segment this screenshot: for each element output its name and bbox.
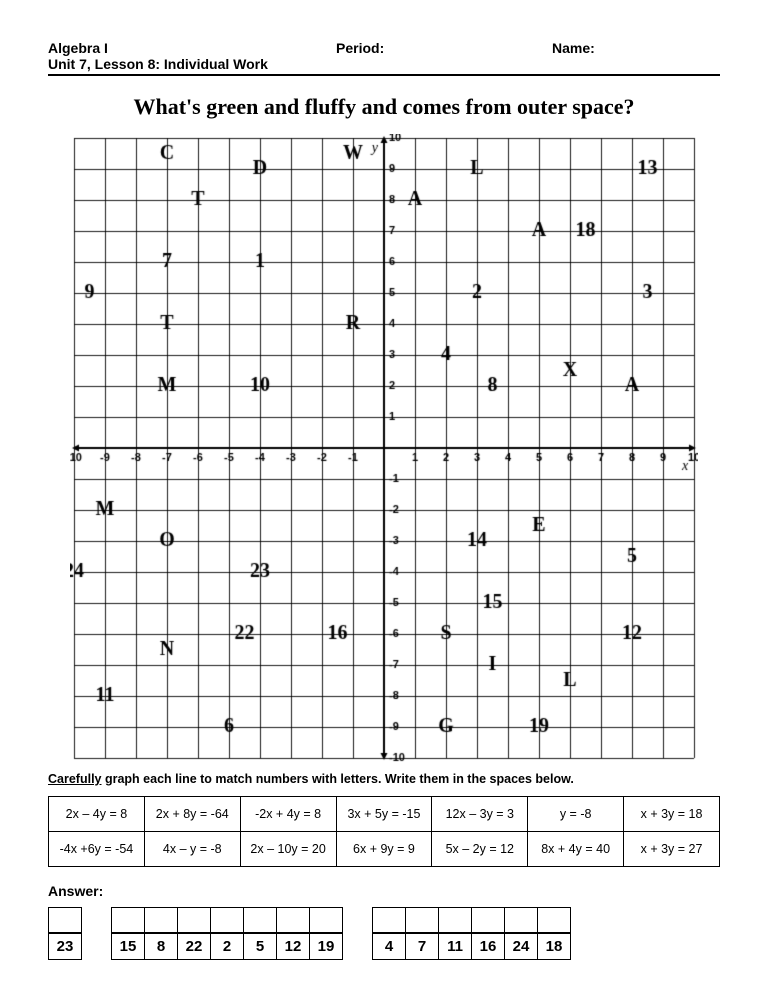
answer-blank[interactable] [309, 907, 343, 933]
course-title: Algebra I [48, 40, 336, 56]
answer-cell: 19 [309, 907, 343, 960]
answer-cell: 2 [210, 907, 244, 960]
answer-group: 15822251219 [111, 907, 342, 960]
answer-group: 4711162418 [372, 907, 570, 960]
answer-number: 2 [210, 932, 244, 960]
answer-blank[interactable] [372, 907, 406, 933]
unit-subtitle: Unit 7, Lesson 8: Individual Work [48, 56, 720, 76]
equation-cell: x + 3y = 27 [624, 832, 720, 867]
answer-cell: 12 [276, 907, 310, 960]
answer-number: 4 [372, 932, 406, 960]
answer-blank[interactable] [210, 907, 244, 933]
answer-number: 16 [471, 932, 505, 960]
answer-blank[interactable] [276, 907, 310, 933]
answer-blank[interactable] [405, 907, 439, 933]
equation-cell: 2x – 4y = 8 [49, 797, 145, 832]
answer-cell: 8 [144, 907, 178, 960]
answer-number: 7 [405, 932, 439, 960]
answer-number: 12 [276, 932, 310, 960]
equation-cell: y = -8 [528, 797, 624, 832]
answer-number: 8 [144, 932, 178, 960]
answer-number: 5 [243, 932, 277, 960]
equation-cell: -4x +6y = -54 [49, 832, 145, 867]
answer-blank[interactable] [48, 907, 82, 933]
answer-cell: 16 [471, 907, 505, 960]
equation-cell: 3x + 5y = -15 [336, 797, 432, 832]
equation-cell: 2x + 8y = -64 [144, 797, 240, 832]
answer-number: 19 [309, 932, 343, 960]
answer-number: 11 [438, 932, 472, 960]
answer-blank[interactable] [243, 907, 277, 933]
answer-boxes: 23158222512194711162418 [48, 907, 720, 960]
answer-cell: 7 [405, 907, 439, 960]
answer-cell: 4 [372, 907, 406, 960]
equation-cell: 8x + 4y = 40 [528, 832, 624, 867]
equation-cell: 12x – 3y = 3 [432, 797, 528, 832]
answer-number: 18 [537, 932, 571, 960]
equation-cell: 4x – y = -8 [144, 832, 240, 867]
answer-cell: 22 [177, 907, 211, 960]
answer-blank[interactable] [438, 907, 472, 933]
answer-number: 23 [48, 932, 82, 960]
coordinate-grid [48, 134, 720, 762]
equation-cell: 5x – 2y = 12 [432, 832, 528, 867]
answer-cell: 23 [48, 907, 82, 960]
answer-blank[interactable] [504, 907, 538, 933]
answer-blank[interactable] [471, 907, 505, 933]
equation-cell: -2x + 4y = 8 [240, 797, 336, 832]
answer-number: 24 [504, 932, 538, 960]
equation-cell: x + 3y = 18 [624, 797, 720, 832]
answer-blank[interactable] [537, 907, 571, 933]
equation-cell: 6x + 9y = 9 [336, 832, 432, 867]
worksheet-header: Algebra I Period: Name: [48, 40, 720, 56]
equations-table: 2x – 4y = 82x + 8y = -64-2x + 4y = 83x +… [48, 796, 720, 867]
worksheet-question: What's green and fluffy and comes from o… [48, 94, 720, 120]
answer-blank[interactable] [144, 907, 178, 933]
equation-cell: 2x – 10y = 20 [240, 832, 336, 867]
period-label: Period: [336, 40, 552, 56]
instruction-rest: graph each line to match numbers with le… [102, 772, 574, 786]
answer-blank[interactable] [177, 907, 211, 933]
answer-number: 22 [177, 932, 211, 960]
answer-cell: 11 [438, 907, 472, 960]
answer-label: Answer: [48, 883, 720, 899]
answer-number: 15 [111, 932, 145, 960]
answer-group: 23 [48, 907, 81, 960]
answer-cell: 24 [504, 907, 538, 960]
answer-blank[interactable] [111, 907, 145, 933]
answer-cell: 5 [243, 907, 277, 960]
instruction-text: Carefully graph each line to match numbe… [48, 772, 720, 786]
answer-cell: 15 [111, 907, 145, 960]
name-label: Name: [552, 40, 720, 56]
answer-cell: 18 [537, 907, 571, 960]
instruction-underlined: Carefully [48, 772, 102, 786]
